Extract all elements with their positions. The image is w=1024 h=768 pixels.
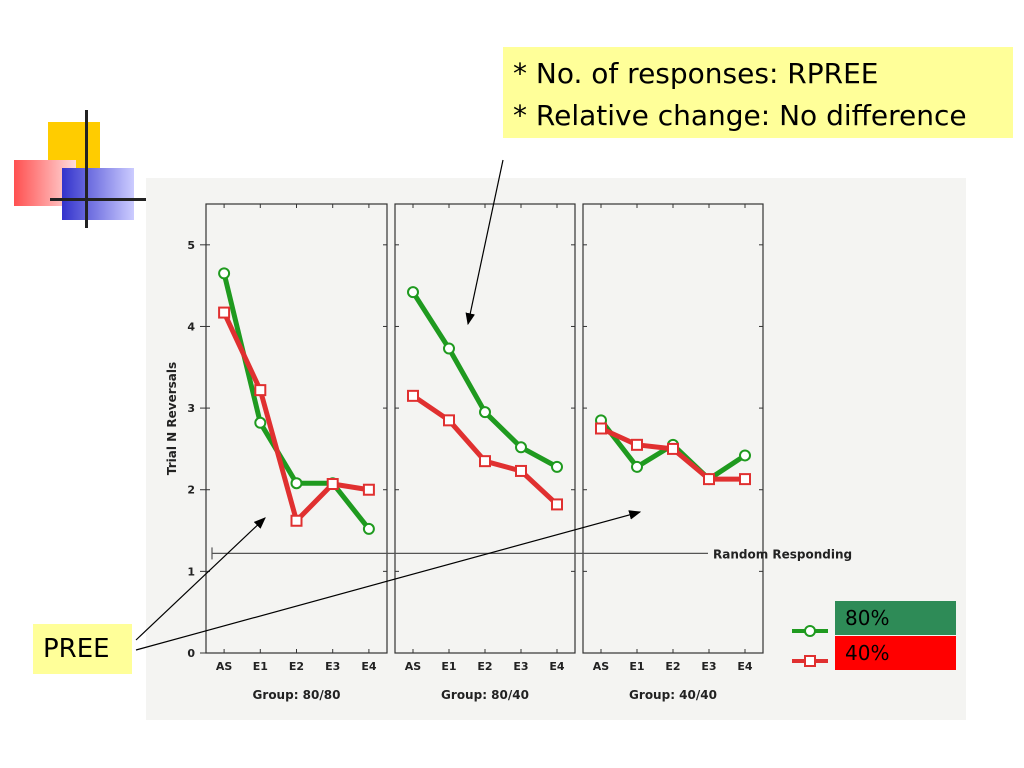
callout-line-responses: * No. of responses: RPREE xyxy=(513,57,879,90)
y-axis-label: Trial N Reversals xyxy=(165,362,179,475)
x-tick-label: E1 xyxy=(629,660,644,673)
group-label: Group: 80/40 xyxy=(441,688,529,702)
series-80-point xyxy=(362,522,375,535)
series-40-point xyxy=(631,438,643,451)
x-tick-label: E3 xyxy=(701,660,716,673)
y-tick-label: 5 xyxy=(187,239,195,252)
legend-80-box: 80% xyxy=(835,601,956,635)
ornament-blue-square xyxy=(62,168,134,220)
y-tick-label: 3 xyxy=(187,402,195,415)
series-80-point xyxy=(407,286,419,299)
series-40-point xyxy=(443,414,455,427)
pree-label: PREE xyxy=(43,634,110,664)
series-40-point xyxy=(326,478,339,491)
pree-arrow-1 xyxy=(135,517,266,641)
x-tick-label: AS xyxy=(593,660,610,673)
group-label: Group: 80/80 xyxy=(253,688,341,702)
x-tick-label: E3 xyxy=(513,660,528,673)
pree-arrow-2 xyxy=(135,510,642,651)
series-40-point xyxy=(362,483,375,496)
series-40-point xyxy=(407,389,419,402)
x-tick-label: E4 xyxy=(549,660,565,673)
series-80-point xyxy=(551,460,563,473)
series-80-point xyxy=(515,441,527,454)
series-40-point xyxy=(254,384,267,397)
y-tick-label: 4 xyxy=(187,320,195,333)
series-40-point xyxy=(739,473,751,486)
series-80-point xyxy=(479,406,491,419)
panel-frame xyxy=(394,203,576,654)
callout-arrow xyxy=(465,159,504,326)
series-80-point xyxy=(739,449,751,462)
pree-label-box: PREE xyxy=(33,624,132,674)
series-80-point xyxy=(631,460,643,473)
series-40-point xyxy=(551,498,563,511)
series-40-point xyxy=(218,306,231,319)
x-tick-label: E4 xyxy=(361,660,377,673)
series-40-point xyxy=(667,442,679,455)
ornament-vertical-line xyxy=(85,110,88,228)
legend-40-label: 40% xyxy=(845,641,890,665)
panel-frame xyxy=(205,203,388,654)
series-40-point xyxy=(595,422,607,435)
callout-box: * No. of responses: RPREE * Relative cha… xyxy=(503,47,1013,138)
x-tick-label: E3 xyxy=(325,660,340,673)
x-tick-label: AS xyxy=(216,660,233,673)
x-tick-label: E2 xyxy=(665,660,680,673)
series-40-point xyxy=(515,464,527,477)
y-tick-label: 0 xyxy=(187,647,195,660)
series-80-point xyxy=(443,342,455,355)
panel-frame xyxy=(582,203,764,654)
callout-line-relative-change: * Relative change: No difference xyxy=(513,99,967,132)
legend-80-marker xyxy=(804,625,816,637)
series-80-point xyxy=(218,267,231,280)
legend-40-marker xyxy=(804,655,816,667)
series-40-point xyxy=(703,473,715,486)
group-label: Group: 40/40 xyxy=(629,688,717,702)
legend-80-label: 80% xyxy=(845,606,890,630)
series-40-point xyxy=(290,514,303,527)
series-40-point xyxy=(479,455,491,468)
random-responding-label: Random Responding xyxy=(713,547,852,561)
x-tick-label: E1 xyxy=(441,660,456,673)
y-tick-label: 2 xyxy=(187,484,195,497)
series-80-point xyxy=(290,477,303,490)
x-tick-label: E1 xyxy=(253,660,268,673)
legend-40-box: 40% xyxy=(835,636,956,670)
ornament-horizontal-line xyxy=(50,198,146,201)
x-tick-label: E4 xyxy=(737,660,753,673)
x-tick-label: E2 xyxy=(289,660,304,673)
slide-ornament xyxy=(14,110,146,230)
y-tick-label: 1 xyxy=(187,565,195,578)
series-80-point xyxy=(254,416,267,429)
x-tick-label: E2 xyxy=(477,660,492,673)
x-tick-label: AS xyxy=(405,660,422,673)
